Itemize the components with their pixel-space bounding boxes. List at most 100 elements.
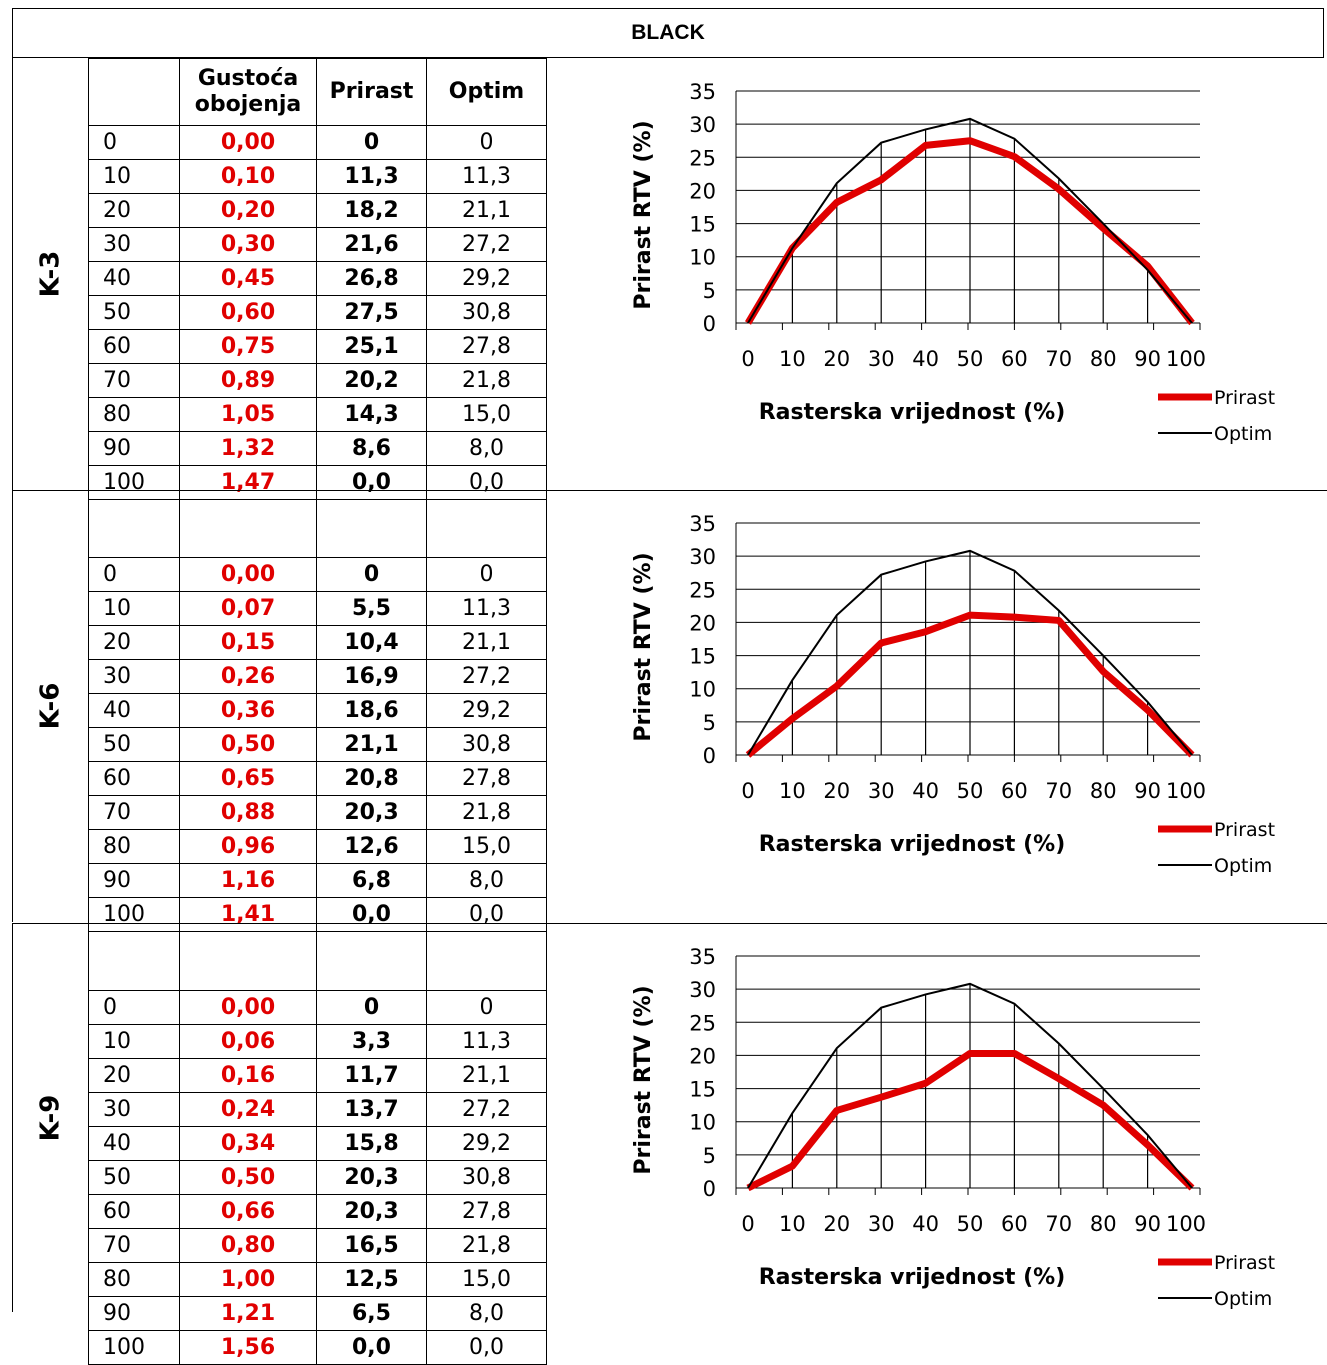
x-tick-label: 20 — [823, 1212, 850, 1236]
y-tick-label: 20 — [689, 1044, 716, 1068]
prirast-cell: 10,4 — [316, 625, 427, 660]
optim-cell: 21,1 — [426, 193, 547, 228]
series-line-prirast — [746, 1049, 1195, 1192]
x-axis-label: Rasterska vrijednost (%) — [759, 1265, 1066, 1290]
header-cell — [179, 923, 317, 991]
section-separator — [12, 490, 1327, 491]
header-cell — [88, 58, 180, 126]
x-tick-label: 30 — [868, 779, 895, 803]
y-tick-label: 15 — [689, 213, 716, 237]
x-tick-label: 50 — [957, 779, 984, 803]
density-cell: 0,24 — [179, 1092, 317, 1127]
raster-cell: 30 — [88, 1092, 180, 1127]
density-cell: 0,60 — [179, 295, 317, 330]
series-line-optim — [747, 549, 1193, 756]
table-row: 0 0,00 0 0 — [88, 990, 547, 1025]
density-cell: 0,30 — [179, 227, 317, 262]
table-row: 30 0,26 16,9 27,2 — [88, 659, 547, 694]
x-tick-label: 10 — [779, 779, 806, 803]
section-label: K-3 — [12, 58, 88, 490]
header-cell — [426, 490, 547, 558]
density-cell: 0,00 — [179, 990, 317, 1025]
section-label-text: K-3 — [35, 250, 65, 298]
header-cell — [88, 490, 180, 558]
density-cell: 1,32 — [179, 431, 317, 466]
prirast-cell: 18,6 — [316, 693, 427, 728]
y-tick-label: 35 — [689, 945, 716, 969]
density-cell: 0,26 — [179, 659, 317, 694]
prirast-cell: 11,3 — [316, 159, 427, 194]
data-table: 0 0,00 0 0 10 0,07 5,5 11,3 20 0,15 10,4 21,1 30 0,26… — [88, 490, 547, 932]
density-cell: 0,10 — [179, 159, 317, 194]
x-tick-label: 50 — [957, 1212, 984, 1236]
y-tick-label: 15 — [689, 645, 716, 669]
legend-label: Prirast — [1214, 819, 1275, 841]
prirast-cell: 26,8 — [316, 261, 427, 296]
section-label-text: K-6 — [35, 682, 65, 730]
prirast-cell: 0 — [316, 125, 427, 160]
table-row: 60 0,66 20,3 27,8 — [88, 1194, 547, 1229]
raster-cell: 0 — [88, 125, 180, 160]
density-cell: 0,75 — [179, 329, 317, 364]
density-cell: 1,16 — [179, 863, 317, 898]
prirast-cell: 21,6 — [316, 227, 427, 262]
legend-label: Optim — [1214, 855, 1272, 877]
optim-cell: 11,3 — [426, 159, 547, 194]
optim-cell: 27,8 — [426, 761, 547, 796]
raster-cell: 30 — [88, 659, 180, 694]
table-row: 40 0,34 15,8 29,2 — [88, 1126, 547, 1161]
table-row: 30 0,24 13,7 27,2 — [88, 1092, 547, 1127]
optim-cell: 8,0 — [426, 1296, 547, 1331]
density-cell: 0,65 — [179, 761, 317, 796]
density-cell: 0,66 — [179, 1194, 317, 1229]
chart: 0 5 10 15 20 25 30 35 0 10 20 30 40 50 60 70 80 90 100 Prir… — [631, 80, 1275, 445]
y-tick-label: 35 — [689, 80, 716, 104]
optim-cell: 8,0 — [426, 863, 547, 898]
y-tick-label: 25 — [689, 146, 716, 170]
prirast-cell: 20,3 — [316, 1160, 427, 1195]
y-tick-label: 15 — [689, 1078, 716, 1102]
density-cell: 1,05 — [179, 397, 317, 432]
header-cell: Gustoća obojenja — [179, 58, 317, 126]
x-tick-label: 80 — [1090, 347, 1117, 371]
section-separator — [12, 923, 1327, 924]
raster-cell: 50 — [88, 295, 180, 330]
series-line-prirast — [744, 137, 1195, 326]
raster-cell: 40 — [88, 261, 180, 296]
optim-cell: 8,0 — [426, 431, 547, 466]
x-axis-label: Rasterska vrijednost (%) — [759, 832, 1066, 857]
data-table: 0 0,00 0 0 10 0,06 3,3 11,3 20 0,16 11,7 21,1 30 0,24… — [88, 923, 547, 1365]
prirast-cell: 20,3 — [316, 795, 427, 830]
density-cell: 0,07 — [179, 591, 317, 626]
x-tick-label: 100 — [1166, 779, 1206, 803]
header-text: Gustoća — [197, 66, 299, 91]
x-tick-label: 10 — [779, 1212, 806, 1236]
table-row: 20 0,16 11,7 21,1 — [88, 1058, 547, 1093]
density-cell: 0,36 — [179, 693, 317, 728]
table-row: 10 0,10 11,3 11,3 — [88, 159, 547, 194]
raster-cell: 70 — [88, 363, 180, 398]
density-cell: 1,56 — [179, 1330, 317, 1365]
page-title: BLACK — [12, 8, 1324, 58]
prirast-cell: 3,3 — [316, 1024, 427, 1059]
y-tick-label: 5 — [703, 711, 716, 735]
table-header-row — [88, 490, 547, 558]
prirast-cell: 25,1 — [316, 329, 427, 364]
x-tick-label: 30 — [868, 347, 895, 371]
section-label-text: K-9 — [35, 1094, 65, 1141]
prirast-cell: 20,2 — [316, 363, 427, 398]
density-cell: 0,80 — [179, 1228, 317, 1263]
density-cell: 0,00 — [179, 557, 317, 592]
optim-cell: 27,2 — [426, 659, 547, 694]
y-axis-label: Prirast RTV (%) — [631, 552, 656, 741]
optim-cell: 27,8 — [426, 1194, 547, 1229]
table-row: 20 0,20 18,2 21,1 — [88, 193, 547, 228]
header-cell — [316, 490, 427, 558]
x-tick-label: 70 — [1045, 347, 1072, 371]
header-cell: Prirast — [316, 58, 427, 126]
x-tick-label: 90 — [1134, 1212, 1161, 1236]
section-k-6: K-6 0 0,00 0 0 10 0,07 5,5 11,3 20 0,15 10,4 21,1 30 0… — [12, 490, 1327, 932]
table-row: 70 0,80 16,5 21,8 — [88, 1228, 547, 1263]
optim-cell: 29,2 — [426, 261, 547, 296]
raster-cell: 30 — [88, 227, 180, 262]
